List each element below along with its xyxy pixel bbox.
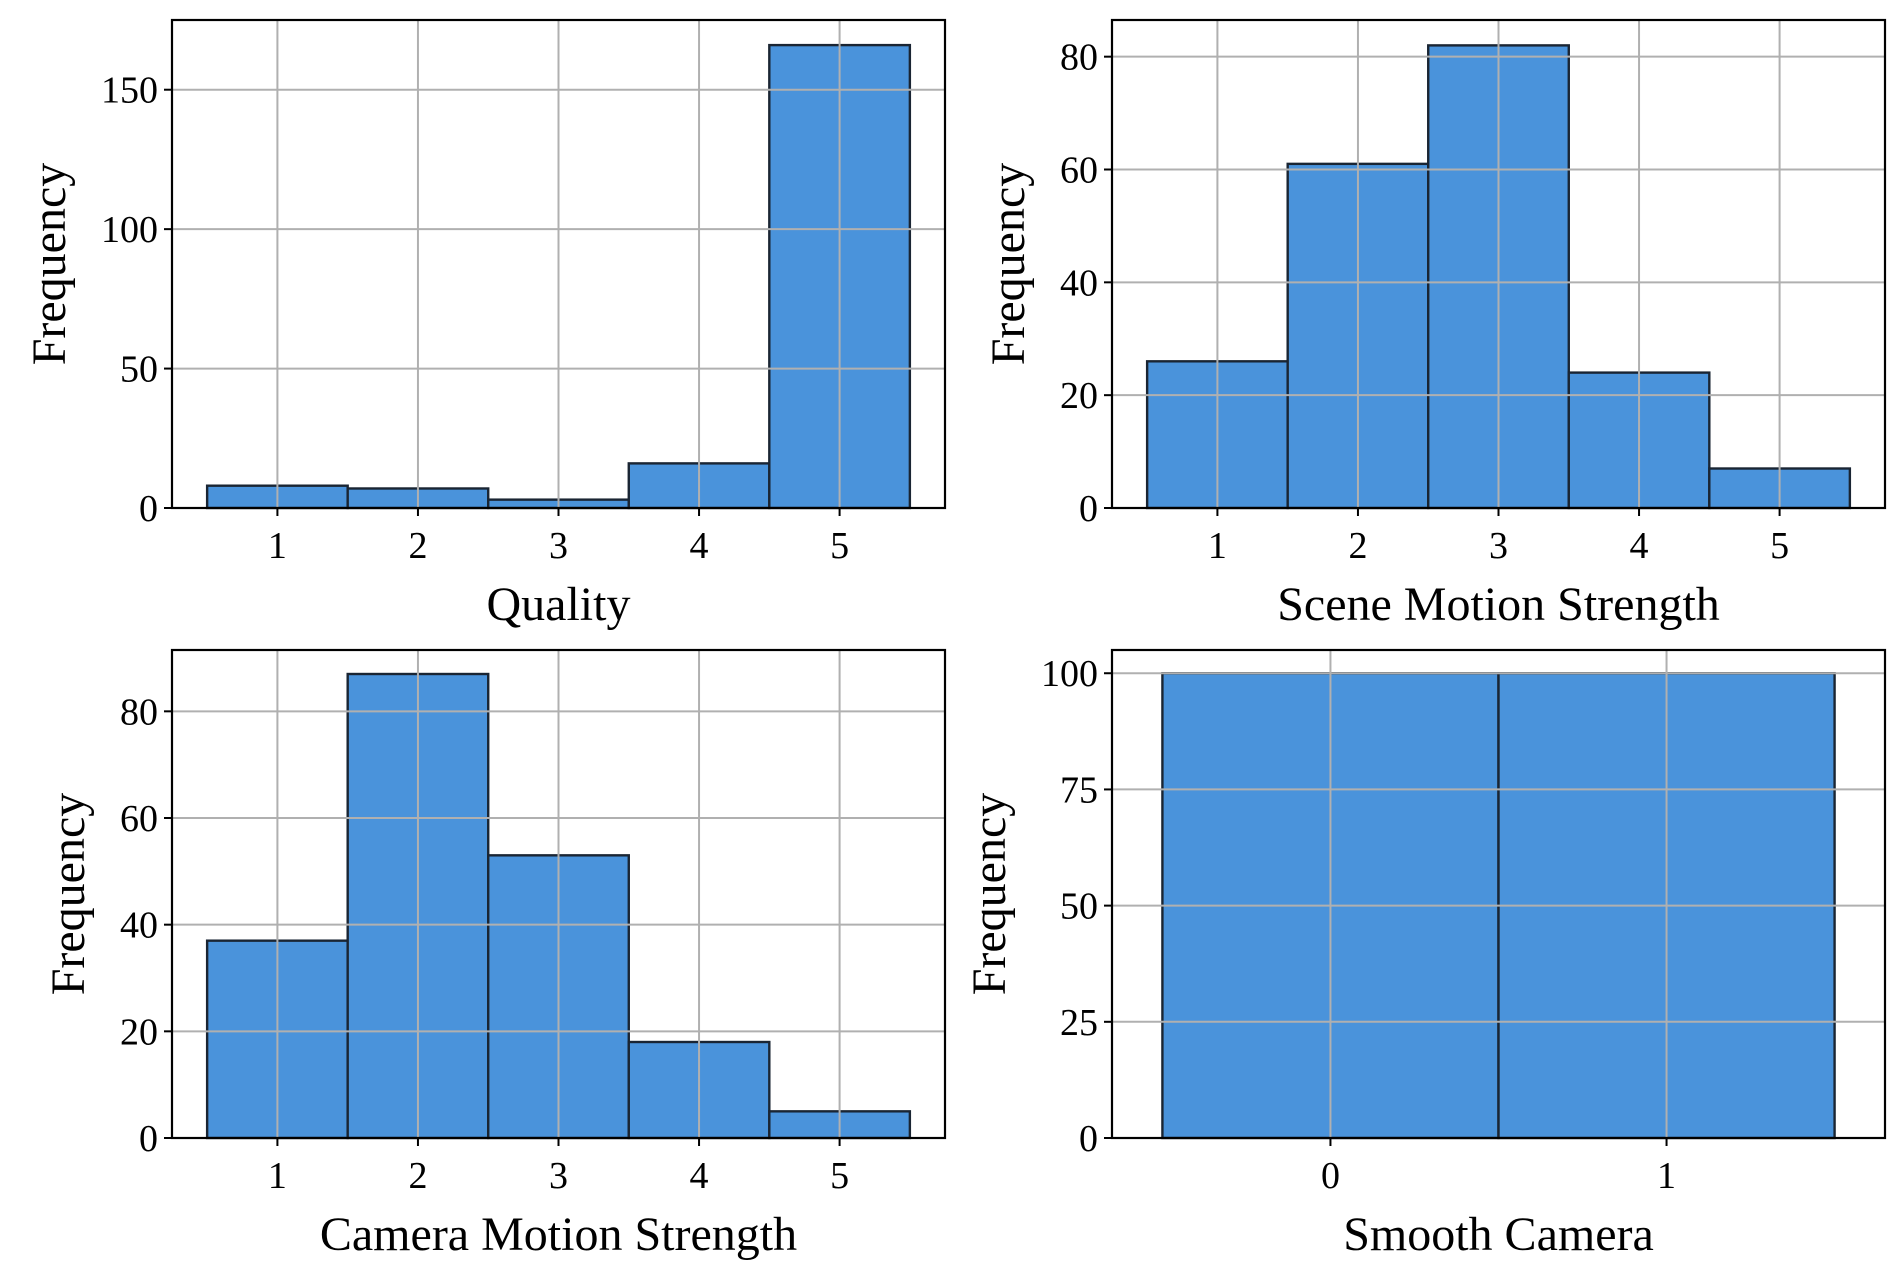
y-tick-label: 150: [101, 70, 158, 112]
x-axis-label: Scene Motion Strength: [1277, 578, 1720, 631]
x-tick-label: 2: [408, 525, 427, 567]
y-tick-label: 50: [120, 349, 158, 391]
y-tick-label: 80: [120, 691, 158, 733]
y-tick-label: 100: [101, 209, 158, 251]
x-tick-label: 3: [1489, 525, 1508, 567]
y-tick-label: 0: [139, 488, 158, 530]
x-tick-label: 1: [268, 525, 287, 567]
y-tick-label: 0: [1079, 488, 1098, 530]
y-tick-label: 60: [1060, 150, 1098, 192]
y-tick-label: 60: [120, 798, 158, 840]
y-tick-label: 50: [1060, 886, 1098, 928]
plot-frame: [1110, 648, 1887, 1140]
x-tick-label: 1: [1208, 525, 1227, 567]
x-axis-label: Quality: [487, 578, 631, 631]
x-tick-label: 1: [268, 1155, 287, 1197]
x-tick-label: 4: [1630, 525, 1649, 567]
subplot-top-right: 1 2 3 4 5 0 20 40 60 80 Scene Motion Strength Frequ…: [982, 18, 1887, 631]
x-tick-label: 2: [1348, 525, 1367, 567]
x-tick-label: 3: [549, 1155, 568, 1197]
x-tick-label: 2: [408, 1155, 427, 1197]
x-tick-label: 5: [1770, 525, 1789, 567]
subplot-bottom-left: 1 2 3 4 5 0 20 40 60 80 Camera Motion Strength Freq…: [42, 648, 947, 1261]
y-tick-label: 0: [139, 1118, 158, 1160]
x-tick-label: 4: [690, 525, 709, 567]
y-axis-label: Frequency: [982, 163, 1035, 366]
x-tick-label: 5: [830, 1155, 849, 1197]
y-tick-label: 100: [1041, 653, 1098, 695]
y-tick-label: 40: [120, 905, 158, 947]
y-tick-label: 40: [1060, 262, 1098, 304]
y-axis-label: Frequency: [963, 793, 1016, 996]
x-axis-label: Camera Motion Strength: [320, 1208, 797, 1261]
y-tick-label: 80: [1060, 37, 1098, 79]
y-tick-label: 75: [1060, 769, 1098, 811]
x-tick-label: 3: [549, 525, 568, 567]
x-axis-label: Smooth Camera: [1343, 1208, 1654, 1261]
y-tick-label: 0: [1079, 1118, 1098, 1160]
x-tick-label: 0: [1321, 1155, 1340, 1197]
x-tick-label: 5: [830, 525, 849, 567]
y-axis-label: Frequency: [23, 163, 76, 366]
x-tick-label: 1: [1657, 1155, 1676, 1197]
y-tick-label: 20: [1060, 375, 1098, 417]
y-tick-label: 25: [1060, 1002, 1098, 1044]
subplot-bottom-right: 0 1 0 25 50 75 100 Smooth Camera Frequency: [963, 648, 1887, 1261]
x-tick-label: 4: [690, 1155, 709, 1197]
y-axis-label: Frequency: [42, 793, 95, 996]
y-tick-label: 20: [120, 1011, 158, 1053]
